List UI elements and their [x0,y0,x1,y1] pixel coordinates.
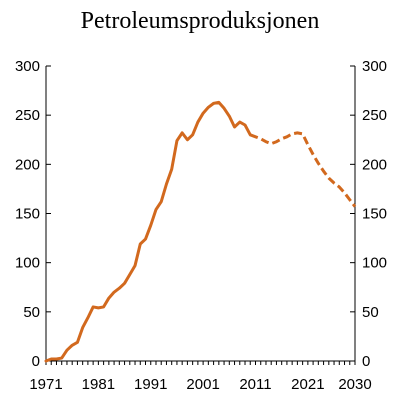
y-tick-label-left: 50 [23,304,40,321]
y-tick-label-left: 250 [15,107,40,124]
x-tick-label: 2001 [186,376,219,393]
y-tick-label-right: 250 [362,107,387,124]
axes-group: 0 0 50 50 100 100 150 150 200 200 250 250 300 300 1971… [15,58,387,393]
y-tick-label-right: 200 [362,156,387,173]
x-tick-label: 1991 [134,376,167,393]
x-tick-label: 2011 [239,376,271,393]
chart-title: Petroleumsproduksjonen [81,8,320,34]
y-tick-label-left: 200 [15,156,40,173]
y-tick-label-right: 0 [362,353,370,370]
x-tick-label: 2030 [338,376,371,393]
series-group [44,100,357,363]
x-tick-label: 1981 [82,376,115,393]
x-tick-label: 2021 [291,376,324,393]
y-tick-label-right: 300 [362,58,387,75]
series-line-projection [249,131,357,208]
y-tick-label-right: 100 [362,255,387,272]
series-line-historical [44,100,252,363]
y-tick-label-right: 50 [362,304,379,321]
y-tick-label-left: 300 [15,58,40,75]
y-tick-label-left: 100 [15,255,40,272]
y-tick-label-left: 0 [32,353,40,370]
y-tick-label-right: 150 [362,206,387,223]
y-tick-label-left: 150 [15,206,40,223]
x-tick-label: 1971 [29,376,62,393]
